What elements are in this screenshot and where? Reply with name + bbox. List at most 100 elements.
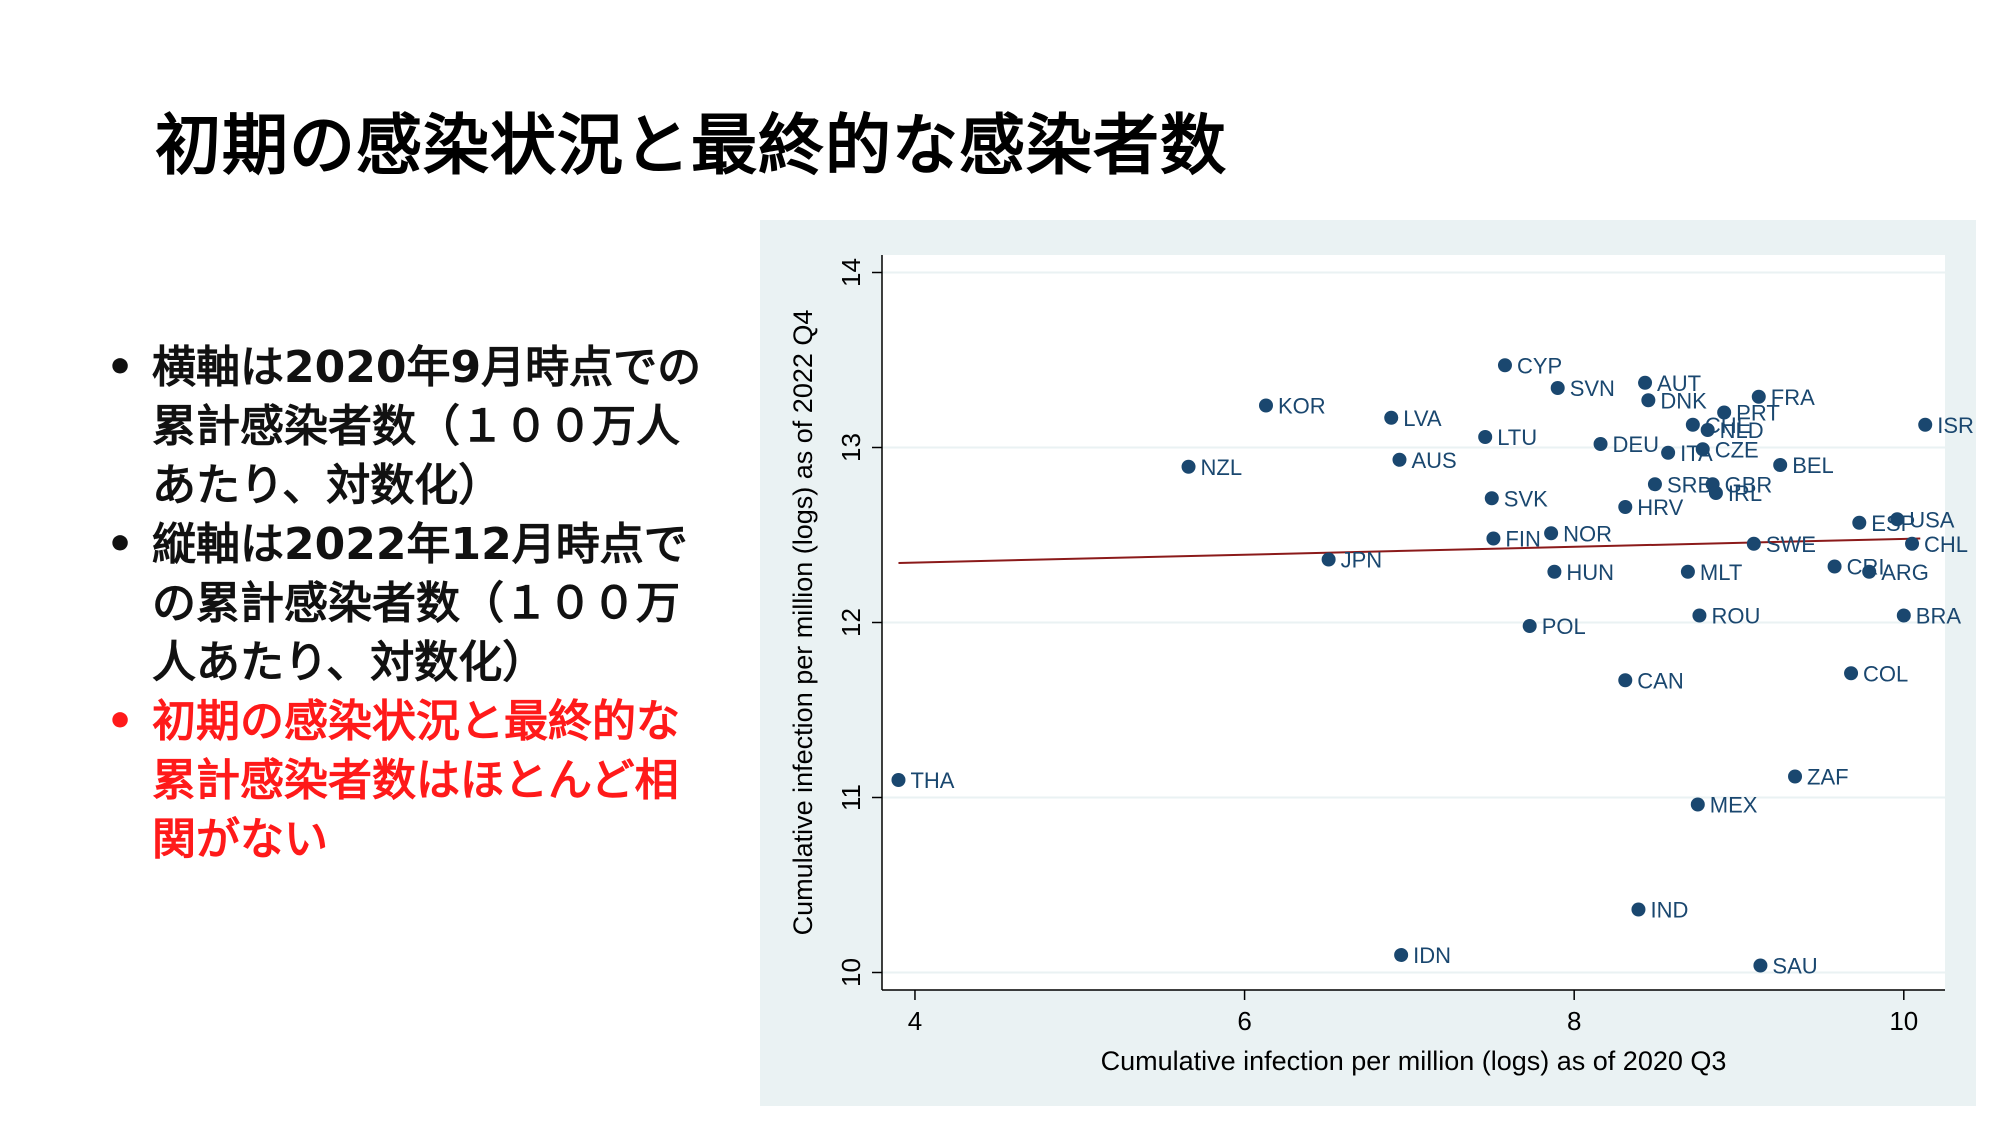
- bullet-item-conclusion: • 初期の感染状況と最終的な累計感染者数はほとんど相関がない: [100, 692, 720, 869]
- x-tick-label: 10: [1889, 1006, 1918, 1036]
- point-label: USA: [1909, 507, 1955, 532]
- point-label: SVN: [1570, 376, 1615, 401]
- data-point: [1181, 459, 1196, 474]
- point-label: HRV: [1637, 495, 1683, 520]
- data-point: [1478, 430, 1493, 444]
- data-point: [1631, 902, 1646, 917]
- axes: 10 11 12 13 14 4 6 8 10: [836, 255, 1945, 1036]
- grid-lines: [882, 271, 1945, 974]
- point-label: CAN: [1637, 668, 1683, 693]
- point-label: GBR: [1725, 472, 1773, 497]
- data-point: [891, 773, 906, 787]
- point-label: CZE: [1715, 437, 1759, 462]
- data-point: [1690, 797, 1705, 812]
- y-tick-label: 13: [836, 433, 866, 462]
- point-label: FIN: [1505, 527, 1540, 552]
- point-label: JPN: [1341, 548, 1383, 573]
- point-label: ZAF: [1807, 765, 1849, 790]
- data-point: [1618, 500, 1633, 514]
- bullet-text: 縦軸は2022年12月時点での累計感染者数（１００万人あたり、対数化）: [152, 519, 688, 688]
- bullet-dot-icon: •: [106, 696, 135, 747]
- data-point: [1593, 437, 1608, 451]
- bullet-text: 初期の感染状況と最終的な累計感染者数はほとんど相関がない: [152, 696, 680, 865]
- data-point: [1544, 526, 1559, 541]
- y-axis-title: Cumulative infection per million (logs) …: [788, 310, 818, 936]
- data-point: [1497, 358, 1512, 373]
- data-point: [1680, 564, 1695, 579]
- point-label: LVA: [1403, 406, 1442, 431]
- data-point: [1717, 405, 1732, 420]
- chart-panel: 10 11 12 13 14 4 6 8 10 THA NZL KOR JPN LVA AUS IDN LTU…: [760, 220, 1976, 1106]
- data-point: [1905, 536, 1920, 551]
- point-label: CYP: [1517, 353, 1562, 378]
- data-point: [1890, 512, 1905, 527]
- point-label: NLD: [1720, 418, 1764, 443]
- data-point: [1918, 417, 1933, 432]
- x-axis-title: Cumulative infection per million (logs) …: [1101, 1046, 1727, 1076]
- y-tick-label: 10: [836, 958, 866, 987]
- point-label: COL: [1863, 661, 1908, 686]
- slide-title: 初期の感染状況と最終的な感染者数: [155, 107, 1227, 184]
- data-point: [1647, 477, 1662, 492]
- data-point: [1258, 398, 1273, 413]
- data-point: [1384, 410, 1399, 425]
- point-label: FRA: [1771, 385, 1815, 410]
- point-label: LTU: [1497, 425, 1537, 450]
- data-point: [1321, 552, 1336, 567]
- data-point: [1827, 559, 1842, 574]
- x-tick-label: 8: [1567, 1006, 1581, 1036]
- point-label: ARG: [1881, 560, 1929, 585]
- x-tick-label: 6: [1237, 1006, 1251, 1036]
- point-label: ROU: [1711, 604, 1760, 629]
- data-point: [1700, 423, 1715, 437]
- point-label: HUN: [1566, 560, 1614, 585]
- data-point: [1547, 564, 1562, 579]
- point-label: THA: [910, 768, 954, 793]
- point-label: SAU: [1772, 954, 1817, 979]
- data-point: [1788, 769, 1803, 784]
- point-label: POL: [1542, 614, 1586, 639]
- data-points: THA NZL KOR JPN LVA AUS IDN LTU SVK FIN CYP POL NOR H…: [891, 353, 1974, 979]
- data-point: [1484, 491, 1499, 506]
- point-label: DEU: [1613, 432, 1659, 457]
- point-label: KOR: [1278, 394, 1326, 419]
- data-point: [1685, 417, 1700, 432]
- data-point: [1746, 536, 1761, 551]
- point-label: SWE: [1766, 532, 1816, 557]
- point-label: IRL: [1728, 481, 1762, 506]
- data-point: [1896, 608, 1911, 623]
- data-point: [1844, 666, 1859, 681]
- point-label: AUS: [1411, 448, 1456, 473]
- point-label: IND: [1650, 898, 1688, 923]
- point-label: SRB: [1667, 472, 1712, 497]
- point-label: IDN: [1413, 943, 1451, 968]
- point-label: MEX: [1710, 793, 1758, 818]
- bullet-dot-icon: •: [106, 519, 135, 570]
- point-label: ISR: [1937, 413, 1974, 438]
- data-point: [1394, 948, 1409, 962]
- data-point: [1638, 375, 1653, 390]
- x-tick-label: 4: [908, 1006, 922, 1036]
- point-label: MLT: [1700, 560, 1742, 585]
- point-label: BEL: [1792, 453, 1834, 478]
- point-label: SVK: [1504, 486, 1548, 511]
- data-point: [1773, 458, 1788, 472]
- data-point: [1695, 442, 1710, 457]
- bullet-list: • 横軸は2020年9月時点での累計感染者数（１００万人あたり、対数化） • 縦…: [100, 338, 720, 869]
- point-label: AUT: [1657, 371, 1701, 396]
- data-point: [1618, 673, 1633, 688]
- data-point: [1392, 452, 1407, 467]
- data-point: [1852, 515, 1867, 530]
- data-point: [1641, 393, 1656, 408]
- point-label: NZL: [1201, 455, 1243, 480]
- point-label: CHL: [1924, 532, 1968, 557]
- y-tick-label: 11: [836, 784, 866, 811]
- data-point: [1550, 381, 1565, 395]
- point-label: BRA: [1916, 604, 1962, 629]
- scatter-chart: 10 11 12 13 14 4 6 8 10 THA NZL KOR JPN LVA AUS IDN LTU…: [788, 255, 1974, 1076]
- data-point: [1692, 608, 1707, 623]
- data-point: [1708, 486, 1723, 500]
- y-tick-label: 14: [836, 258, 866, 287]
- data-point: [1751, 389, 1766, 404]
- bullet-item-y-axis: • 縦軸は2022年12月時点での累計感染者数（１００万人あたり、対数化）: [100, 515, 720, 692]
